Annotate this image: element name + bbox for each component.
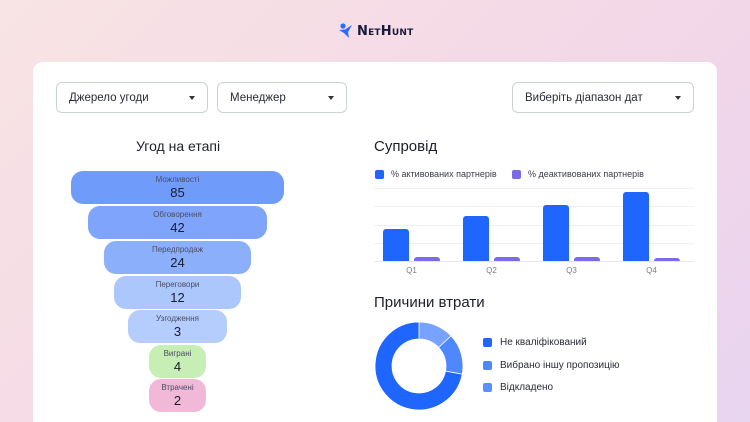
gridline — [374, 188, 694, 189]
bar-q2-deactivated[interactable] — [494, 257, 520, 261]
bar-q4-deactivated[interactable] — [654, 258, 680, 261]
support-title: Супровід — [374, 138, 438, 155]
date-range-label: Виберіть діапазон дат — [525, 91, 643, 104]
funnel-stage-presale[interactable]: Передпродаж 24 — [104, 241, 251, 274]
stage-value: 2 — [173, 392, 182, 408]
nethunt-logo-icon — [339, 23, 352, 38]
legend-other-offer[interactable]: Вибрано іншу пропозицію — [483, 360, 620, 371]
bar-q1-deactivated[interactable] — [414, 257, 440, 261]
support-bar-chart: Q1 Q2 Q3 Q4 — [374, 188, 694, 275]
legend-label: % активованих партнерів — [391, 169, 497, 179]
manager-select[interactable]: Менеджер — [217, 82, 347, 113]
brand-name: NetHunt — [357, 23, 414, 39]
funnel-stage-won[interactable]: Виграні 4 — [149, 345, 206, 378]
funnel-stage-lost[interactable]: Втрачені 2 — [149, 379, 206, 412]
legend-label: Відкладено — [500, 382, 554, 393]
caret-down-icon — [328, 95, 334, 100]
legend-label: Не кваліфікований — [500, 337, 587, 348]
legend-swatch — [483, 361, 492, 370]
legend-swatch-deactivated — [512, 169, 521, 179]
bar-q1-activated[interactable] — [383, 228, 409, 261]
legend-swatch — [483, 383, 492, 392]
x-tick-label: Q1 — [406, 266, 417, 275]
funnel-stage-negotiations[interactable]: Переговори 12 — [114, 276, 241, 309]
bar-q4-activated[interactable] — [623, 192, 649, 261]
loss-reasons-donut-chart — [374, 321, 464, 411]
stage-label: Виграні — [163, 348, 192, 358]
gridline — [374, 242, 694, 244]
x-tick-label: Q3 — [566, 266, 577, 275]
deal-source-label: Джерело угоди — [69, 91, 149, 104]
stage-label: Передпродаж — [151, 244, 204, 254]
date-range-select[interactable]: Виберіть діапазон дат — [512, 82, 694, 113]
gridline — [374, 224, 694, 226]
legend-activated[interactable]: % активованих партнерів — [375, 169, 497, 179]
stage-label: Узгодження — [156, 313, 199, 323]
x-axis-baseline — [374, 261, 694, 262]
donut-slice[interactable] — [374, 321, 463, 411]
nethunt-logo: NetHunt — [339, 20, 413, 42]
bar-q3-deactivated[interactable] — [574, 257, 600, 261]
caret-down-icon — [189, 95, 195, 100]
funnel-stage-approval[interactable]: Узгодження 3 — [128, 310, 227, 343]
x-tick-label: Q4 — [646, 266, 657, 275]
bar-q3-activated[interactable] — [543, 204, 569, 261]
stage-value: 42 — [170, 219, 185, 235]
bar-q2-activated[interactable] — [463, 216, 489, 261]
stage-value: 3 — [173, 323, 182, 339]
legend-label: % деактивованих партнерів — [528, 169, 644, 179]
stage-value: 12 — [170, 289, 185, 305]
funnel-stage-discussion[interactable]: Обговорення 42 — [88, 206, 267, 239]
manager-label: Менеджер — [230, 91, 286, 104]
funnel-stage-opportunities[interactable]: Можливості 85 — [71, 171, 284, 204]
stage-label: Втрачені — [161, 382, 194, 392]
legend-swatch-activated — [375, 169, 384, 179]
x-tick-label: Q2 — [486, 266, 497, 275]
stage-value: 24 — [170, 254, 185, 270]
stage-value: 85 — [170, 184, 185, 200]
stage-value: 4 — [173, 358, 182, 374]
legend-swatch — [483, 338, 492, 347]
funnel-title: Угод на етапі — [136, 138, 221, 154]
stage-label: Обговорення — [153, 209, 202, 219]
legend-not-qualified[interactable]: Не кваліфікований — [483, 337, 587, 348]
caret-down-icon — [675, 95, 681, 100]
deal-source-select[interactable]: Джерело угоди — [56, 82, 208, 113]
stage-label: Можливості — [155, 174, 200, 184]
stage-label: Переговори — [155, 279, 200, 289]
gridline — [374, 206, 694, 208]
loss-reasons-title: Причини втрати — [374, 294, 485, 311]
legend-label: Вибрано іншу пропозицію — [500, 360, 620, 371]
legend-deactivated[interactable]: % деактивованих партнерів — [512, 169, 644, 179]
legend-postponed[interactable]: Відкладено — [483, 382, 553, 393]
